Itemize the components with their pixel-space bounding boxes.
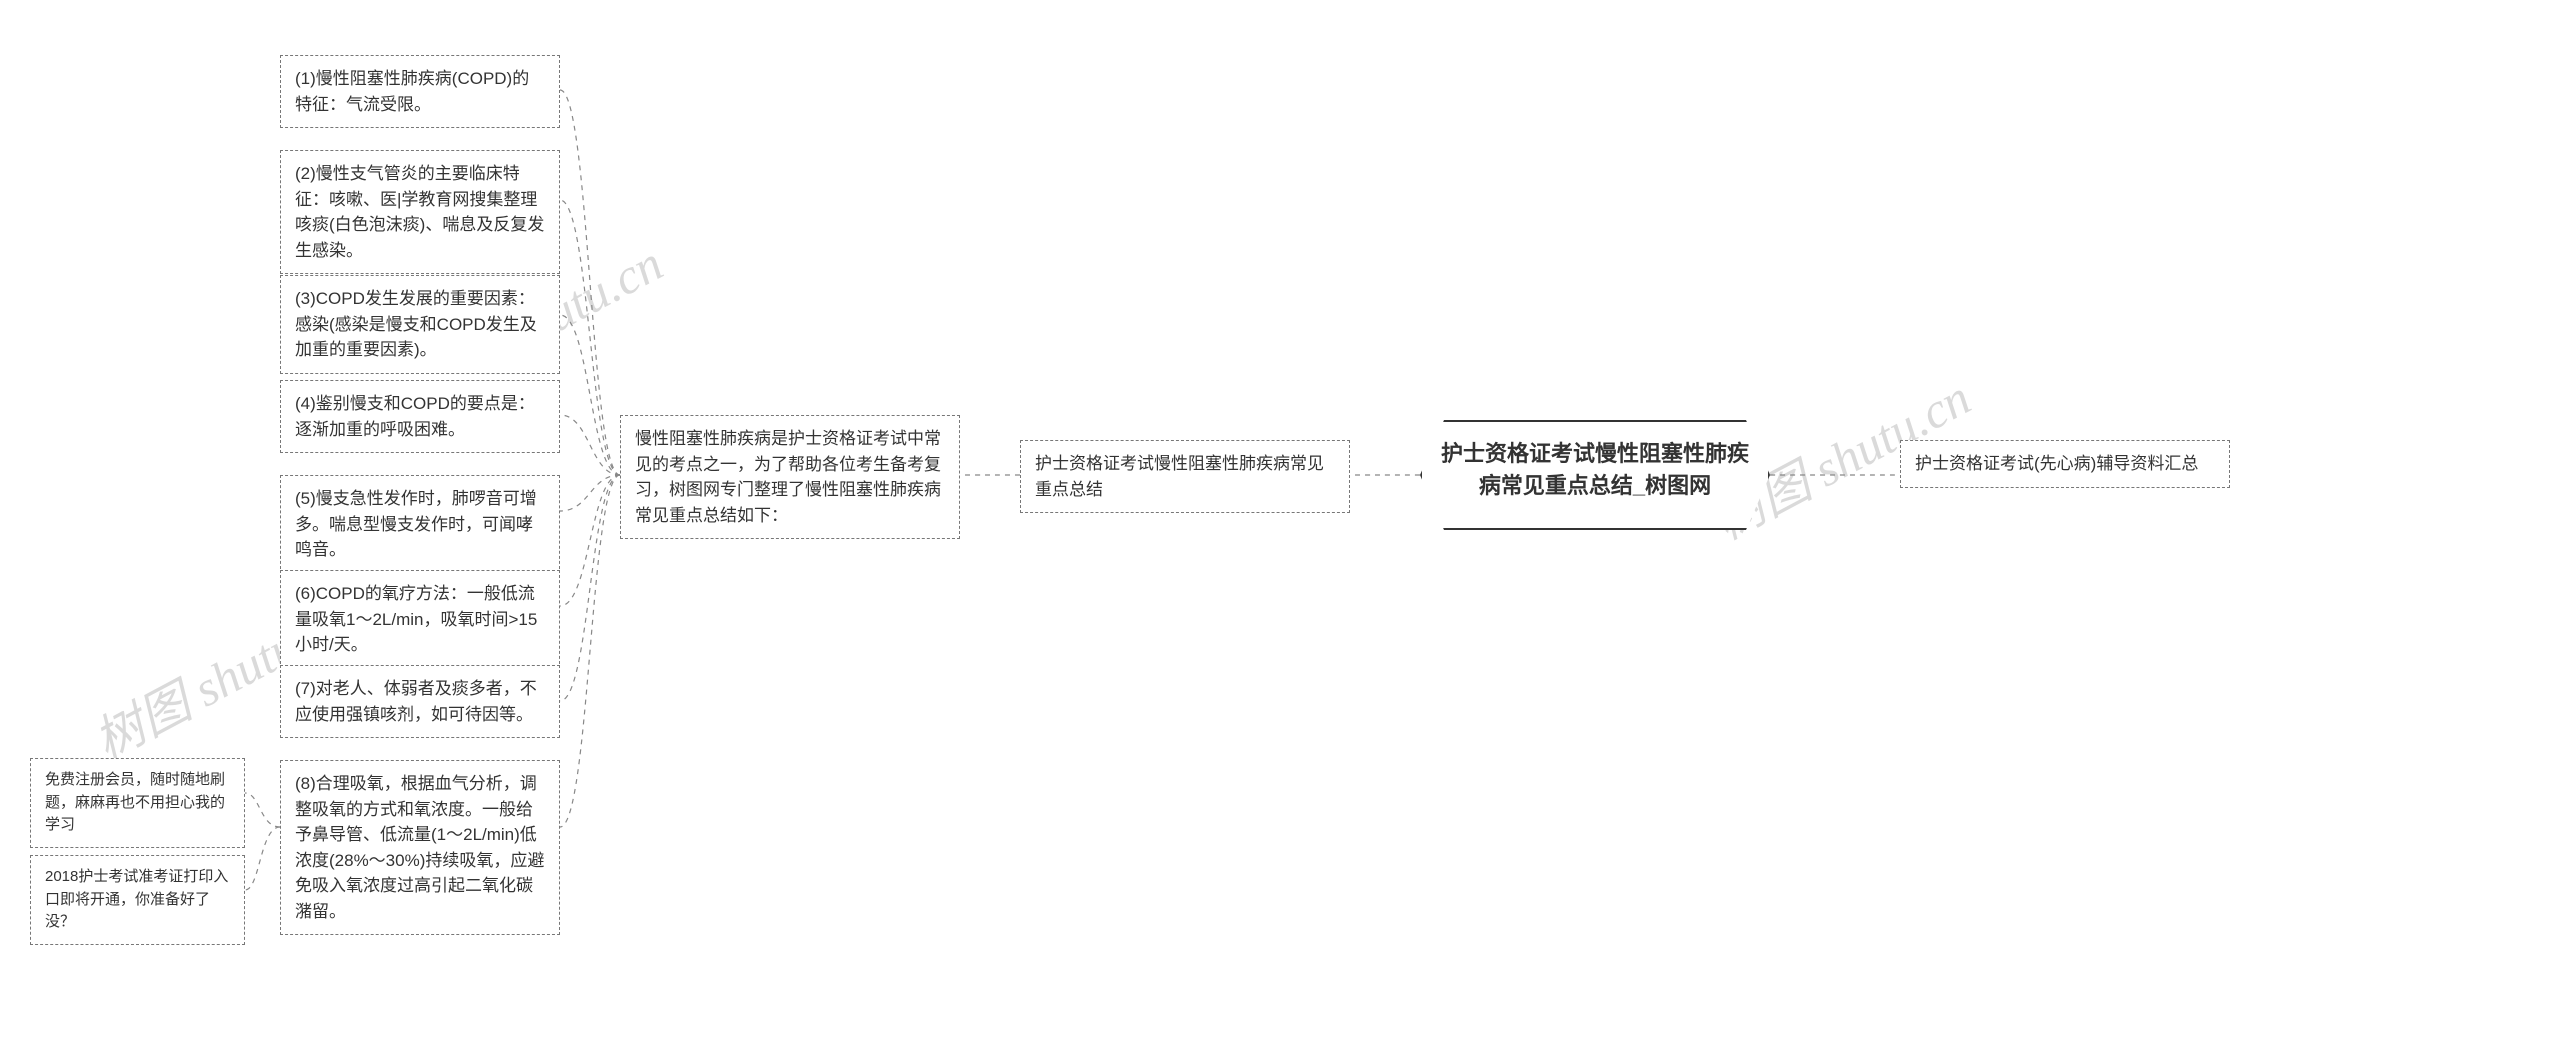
leaf-node-child[interactable]: 免费注册会员，随时随地刷题，麻麻再也不用担心我的学习 <box>30 758 245 848</box>
mindmap-canvas: 树图 shutu.cn shutu.cn 树图 shutu.cn 护士资格证考试… <box>0 0 2560 1043</box>
branch-right[interactable]: 护士资格证考试(先心病)辅导资料汇总 <box>1900 440 2230 488</box>
leaf-node[interactable]: (6)COPD的氧疗方法：一般低流量吸氧1～2L/min，吸氧时间>15小时/天… <box>280 570 560 669</box>
leaf-node-child[interactable]: 2018护士考试准考证打印入口即将开通，你准备好了没？ <box>30 855 245 945</box>
leaf-node[interactable]: (7)对老人、体弱者及痰多者，不应使用强镇咳剂，如可待因等。 <box>280 665 560 738</box>
leaf-node[interactable]: (8)合理吸氧，根据血气分析，调整吸氧的方式和氧浓度。一般给予鼻导管、低流量(1… <box>280 760 560 935</box>
leaf-node[interactable]: (2)慢性支气管炎的主要临床特征：咳嗽、医|学教育网搜集整理咳痰(白色泡沫痰)、… <box>280 150 560 274</box>
leaf-node[interactable]: (1)慢性阻塞性肺疾病(COPD)的特征：气流受限。 <box>280 55 560 128</box>
leaf-node[interactable]: (3)COPD发生发展的重要因素：感染(感染是慢支和COPD发生及加重的重要因素… <box>280 275 560 374</box>
branch-left-1[interactable]: 护士资格证考试慢性阻塞性肺疾病常见重点总结 <box>1020 440 1350 513</box>
branch-left-2[interactable]: 慢性阻塞性肺疾病是护士资格证考试中常见的考点之一，为了帮助各位考生备考复习，树图… <box>620 415 960 539</box>
root-node[interactable]: 护士资格证考试慢性阻塞性肺疾病常见重点总结_树图网 <box>1420 420 1770 530</box>
leaf-node[interactable]: (5)慢支急性发作时，肺啰音可增多。喘息型慢支发作时，可闻哮鸣音。 <box>280 475 560 574</box>
leaf-node[interactable]: (4)鉴别慢支和COPD的要点是：逐渐加重的呼吸困难。 <box>280 380 560 453</box>
